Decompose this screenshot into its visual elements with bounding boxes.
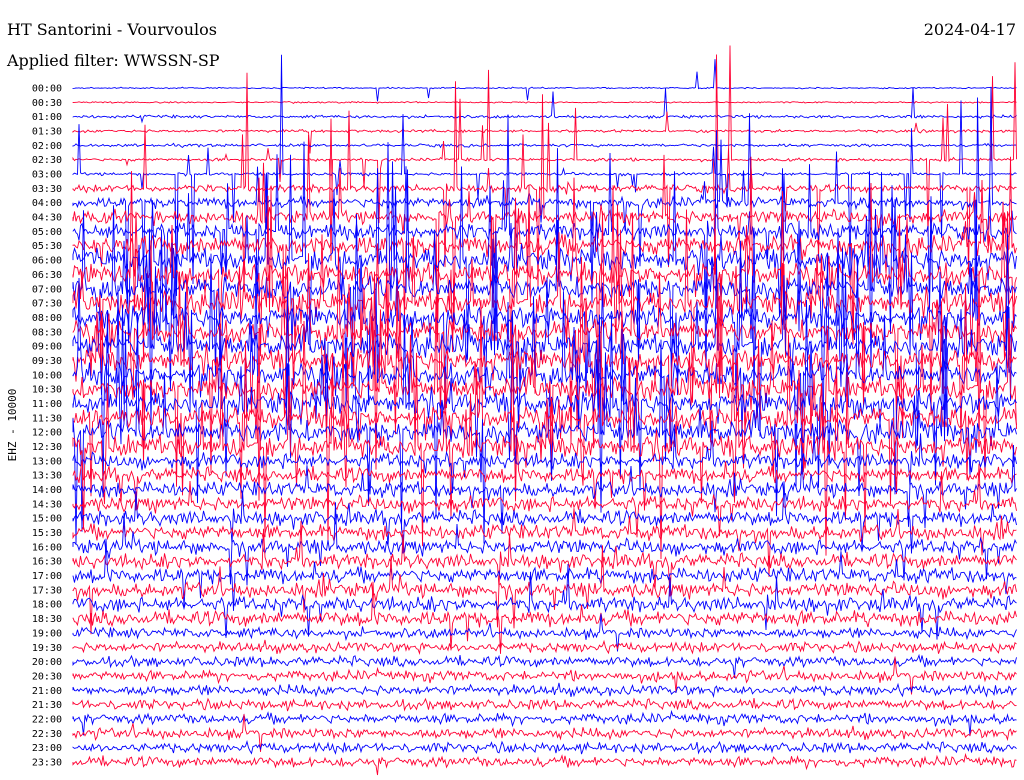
row-label-group: 00:00 00:30 01:00 01:30 02:00 02:30 03:00 03:30…	[32, 84, 62, 769]
trace-0700	[72, 169, 1017, 401]
trace-2330	[72, 752, 1017, 776]
row-label: 20:00	[32, 657, 62, 668]
row-label: 01:30	[32, 127, 62, 138]
row-label: 12:00	[32, 428, 62, 439]
trace-2130	[72, 697, 1017, 712]
row-label: 11:30	[32, 413, 62, 424]
row-label: 02:00	[32, 141, 62, 152]
trace-0030	[72, 100, 1017, 104]
row-label: 06:00	[32, 256, 62, 267]
row-label: 23:30	[32, 757, 62, 768]
row-label: 17:30	[32, 585, 62, 596]
trace-1030	[72, 270, 1017, 501]
row-label: 18:00	[32, 600, 62, 611]
row-label: 01:00	[32, 112, 62, 123]
record-date: 2024-04-17	[923, 20, 1016, 39]
trace-1230	[72, 327, 1017, 560]
row-label: 11:00	[32, 399, 62, 410]
filter-label: Applied filter: WWSSN-SP	[7, 51, 220, 70]
row-label: 05:00	[32, 227, 62, 238]
row-label: 18:30	[32, 614, 62, 625]
trace-2000	[72, 653, 1017, 678]
row-label: 03:00	[32, 170, 62, 181]
row-label: 13:00	[32, 456, 62, 467]
trace-0830	[72, 212, 1017, 444]
trace-1300	[72, 420, 1017, 495]
trace-1800	[72, 563, 1017, 640]
row-label: 16:30	[32, 557, 62, 568]
row-label: 04:00	[32, 198, 62, 209]
row-label: 20:30	[32, 671, 62, 682]
trace-2100	[72, 682, 1017, 699]
trace-2230	[72, 714, 1017, 752]
row-label: 19:30	[32, 643, 62, 654]
trace-0800	[72, 199, 1017, 440]
trace-1930	[72, 639, 1017, 656]
trace-1630	[72, 520, 1017, 597]
trace-1900	[72, 613, 1017, 652]
trace-1430	[72, 463, 1017, 538]
row-label: 02:30	[32, 155, 62, 166]
row-label: 00:00	[32, 84, 62, 95]
row-label: 21:00	[32, 686, 62, 697]
trace-0530	[72, 156, 1017, 346]
row-label: 23:00	[32, 743, 62, 754]
trace-0300	[72, 54, 1017, 290]
trace-1830	[72, 581, 1017, 654]
trace-1400	[72, 444, 1017, 534]
row-label: 14:30	[32, 499, 62, 510]
row-label: 17:00	[32, 571, 62, 582]
row-label: 06:30	[32, 270, 62, 281]
trace-0230	[72, 45, 1017, 275]
row-label: 15:30	[32, 528, 62, 539]
trace-0600	[72, 141, 1017, 373]
y-axis-label: EHZ - 10000	[6, 389, 19, 462]
trace-1730	[72, 545, 1017, 635]
row-label: 04:30	[32, 213, 62, 224]
trace-2300	[72, 739, 1017, 755]
row-label: 12:30	[32, 442, 62, 453]
row-label: 22:30	[32, 729, 62, 740]
trace-0400	[72, 86, 1017, 321]
row-label: 22:00	[32, 714, 62, 725]
trace-1100	[72, 285, 1017, 516]
trace-0200	[72, 142, 1017, 149]
trace-0630	[72, 156, 1017, 397]
row-label: 09:30	[32, 356, 62, 367]
row-label: 00:30	[32, 98, 62, 109]
row-label: 21:30	[32, 700, 62, 711]
trace-1130	[72, 300, 1017, 541]
row-label: 13:30	[32, 471, 62, 482]
row-label: 19:00	[32, 628, 62, 639]
trace-0730	[72, 184, 1017, 416]
trace-0130	[72, 111, 1017, 154]
trace-0100	[72, 87, 1017, 124]
trace-1600	[72, 502, 1017, 586]
trace-2200	[72, 709, 1017, 737]
trace-1700	[72, 538, 1017, 611]
row-label: 14:00	[32, 485, 62, 496]
row-label: 10:30	[32, 385, 62, 396]
trace-group	[72, 45, 1017, 776]
row-label: 10:00	[32, 370, 62, 381]
trace-1500	[72, 481, 1017, 554]
row-label: 07:00	[32, 284, 62, 295]
trace-2030	[72, 656, 1017, 695]
trace-0500	[72, 114, 1017, 333]
row-label: 09:00	[32, 342, 62, 353]
trace-1000	[72, 255, 1017, 498]
row-label: 07:30	[32, 299, 62, 310]
trace-1200	[72, 312, 1017, 545]
trace-0000	[72, 59, 1017, 102]
trace-1330	[72, 438, 1017, 511]
row-label: 03:30	[32, 184, 62, 195]
row-label: 15:00	[32, 514, 62, 525]
row-label: 08:30	[32, 327, 62, 338]
row-label: 05:30	[32, 241, 62, 252]
trace-1530	[72, 508, 1017, 577]
station-title: HT Santorini - Vourvoulos	[7, 20, 217, 39]
row-label: 08:00	[32, 313, 62, 324]
row-label: 16:00	[32, 542, 62, 553]
